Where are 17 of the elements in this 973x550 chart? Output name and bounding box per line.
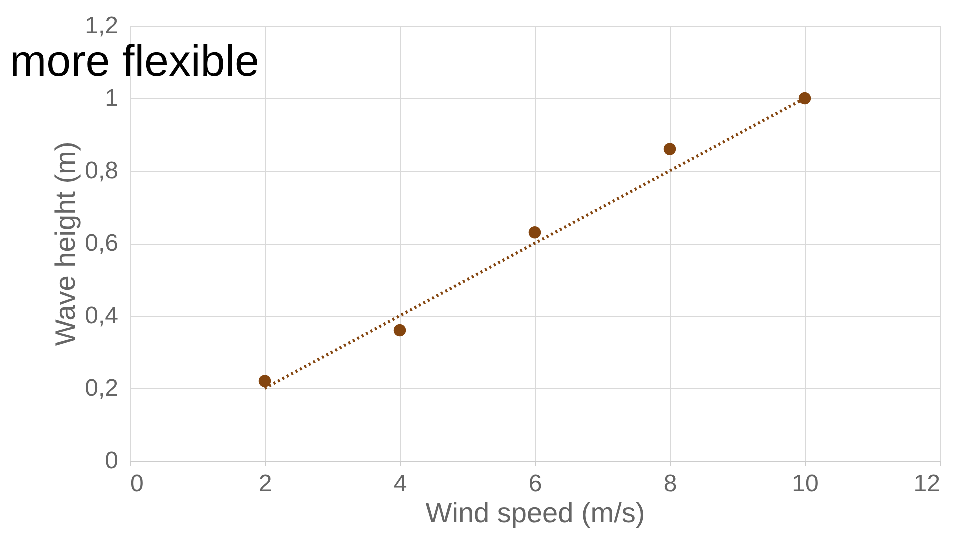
- x-tick-label: 0: [130, 470, 144, 498]
- x-tick-label: 12: [914, 470, 940, 498]
- y-tick-label: 1: [105, 85, 118, 112]
- x-tick-label: 8: [664, 470, 678, 498]
- y-tick-label: 0: [105, 448, 118, 474]
- annotation: more flexible: [10, 37, 260, 86]
- y-tick-label: 0,2: [85, 375, 118, 402]
- x-tick-label: 2: [258, 470, 272, 498]
- x-tick-label: 10: [792, 470, 819, 498]
- y-tick-label: 0,4: [85, 302, 118, 330]
- x-tick-label: 6: [528, 470, 542, 498]
- y-tick-label: 0,8: [85, 158, 118, 184]
- y-tick-label: 0,6: [85, 230, 118, 257]
- x-axis-title: Wind speed (m/s): [426, 498, 646, 528]
- y-tick-label: 1,2: [85, 12, 118, 40]
- y-axis-title: Wave height (m): [50, 142, 82, 346]
- x-tick-label: 4: [394, 470, 408, 498]
